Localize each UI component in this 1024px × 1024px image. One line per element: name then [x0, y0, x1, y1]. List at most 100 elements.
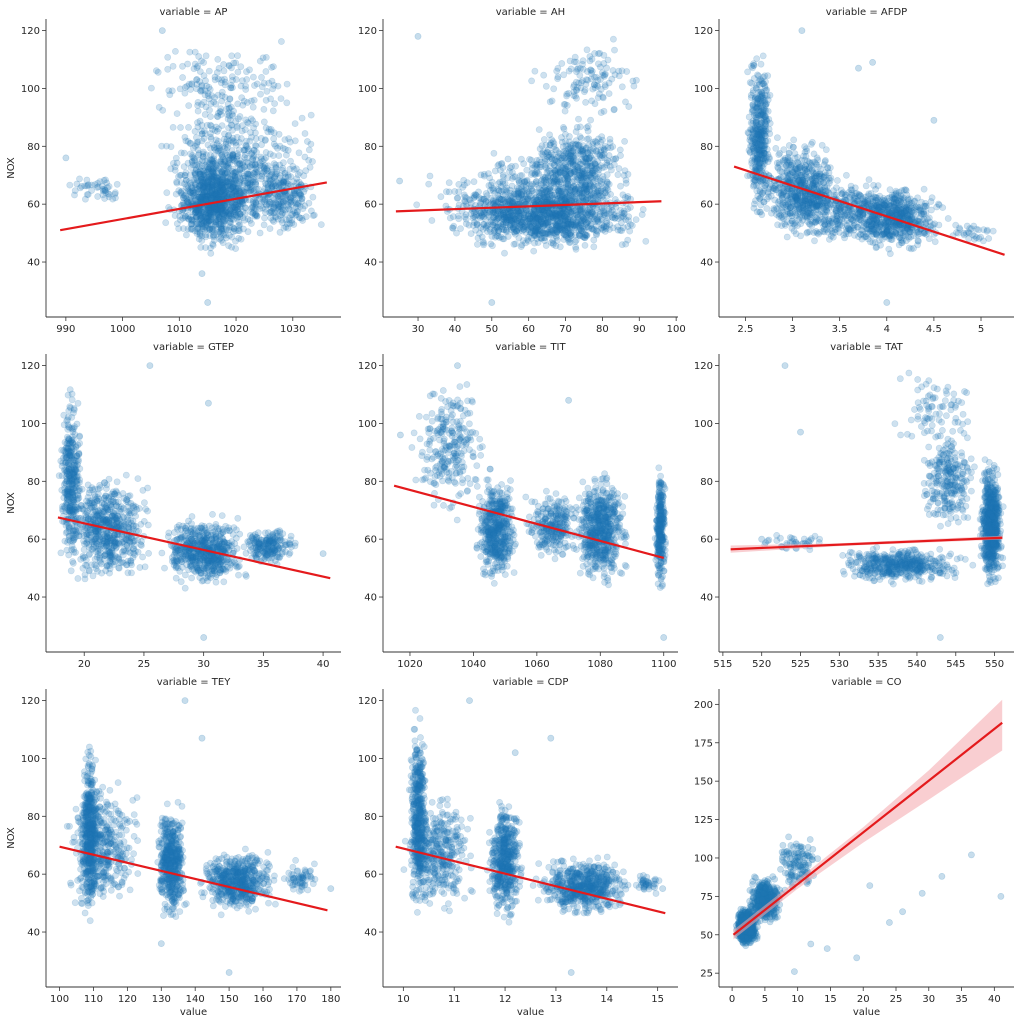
scatter-point: [218, 225, 226, 233]
scatter-point: [109, 195, 117, 203]
scatter-point: [234, 203, 242, 210]
scatter-point: [197, 173, 205, 181]
scatter-point: [193, 207, 200, 215]
scatter-point: [208, 215, 216, 223]
scatter-point: [451, 188, 459, 195]
scatter-point: [181, 172, 189, 179]
x-tick-label: 70: [559, 324, 572, 335]
scatter-point: [759, 189, 767, 197]
scatter-point: [227, 185, 235, 193]
scatter-point: [247, 220, 255, 227]
scatter-point: [209, 225, 216, 233]
scatter-point: [583, 135, 591, 143]
scatter-point: [187, 226, 195, 233]
x-tick-label: 60: [522, 324, 535, 335]
scatter-point: [776, 183, 784, 191]
scatter-point: [219, 184, 227, 192]
scatter-point: [211, 94, 219, 101]
scatter-point: [198, 220, 206, 228]
scatter-point: [212, 193, 220, 200]
scatter-point: [184, 199, 192, 207]
scatter-point: [199, 179, 206, 187]
scatter-point: [159, 106, 167, 114]
scatter-point: [205, 195, 213, 203]
scatter-point: [232, 201, 240, 209]
scatter-point: [204, 178, 211, 186]
scatter-point: [194, 225, 202, 232]
scatter-point: [194, 220, 201, 227]
scatter-point: [271, 100, 278, 107]
scatter-point: [560, 148, 567, 155]
scatter-point: [197, 220, 205, 228]
scatter-point: [203, 210, 211, 217]
scatter-point: [191, 127, 199, 135]
scatter-point: [753, 158, 760, 165]
scatter-point: [621, 137, 628, 145]
scatter-point: [181, 214, 189, 222]
scatter-point: [223, 212, 231, 220]
scatter-point: [190, 176, 198, 184]
scatter-point: [198, 195, 206, 203]
scatter-point: [207, 168, 215, 176]
scatter-points: [396, 33, 650, 306]
scatter-point: [748, 62, 755, 70]
scatter-point: [203, 192, 211, 200]
scatter-point: [225, 242, 232, 250]
x-tick-label: 1010: [167, 324, 192, 335]
scatter-point: [214, 204, 222, 212]
scatter-point: [584, 209, 592, 216]
scatter-point: [195, 182, 203, 190]
scatter-point: [195, 220, 203, 228]
scatter-point: [226, 185, 234, 193]
scatter-point: [491, 233, 499, 241]
scatter-point: [589, 138, 597, 146]
scatter-point: [213, 176, 220, 184]
scatter-point: [226, 175, 234, 182]
scatter-point: [201, 161, 209, 169]
scatter-point: [437, 193, 445, 201]
scatter-point: [200, 205, 208, 213]
scatter-point: [224, 179, 232, 186]
scatter-point: [220, 218, 228, 226]
scatter-point: [217, 223, 225, 231]
scatter-point: [586, 57, 594, 65]
scatter-point: [229, 151, 237, 159]
scatter-point: [214, 188, 221, 196]
scatter-point: [198, 232, 206, 240]
scatter-point: [197, 212, 205, 220]
scatter-point: [208, 180, 216, 188]
scatter-point: [260, 106, 268, 113]
scatter-point: [173, 159, 181, 167]
scatter-point: [756, 81, 763, 88]
scatter-point: [182, 176, 190, 184]
scatter-point: [213, 190, 221, 198]
scatter-point: [227, 219, 234, 226]
x-tick-label: 30: [412, 324, 425, 335]
scatter-point: [212, 190, 220, 197]
scatter-point: [260, 221, 268, 229]
scatter-point: [201, 184, 209, 192]
scatter-point: [263, 88, 271, 95]
scatter-point: [547, 139, 555, 147]
scatter-point: [207, 221, 215, 229]
scatter-point: [593, 231, 600, 239]
scatter-point: [214, 56, 222, 63]
scatter-point: [192, 215, 199, 222]
scatter-point: [215, 177, 223, 184]
scatter-point: [180, 163, 188, 170]
scatter-point: [222, 169, 229, 177]
scatter-point: [583, 46, 591, 54]
scatter-point: [205, 177, 212, 185]
scatter-point: [197, 194, 204, 202]
y-tick-label: 120: [358, 26, 377, 37]
scatter-point: [226, 182, 233, 190]
scatter-point: [228, 110, 236, 118]
scatter-point: [205, 164, 213, 171]
scatter-point: [214, 75, 222, 83]
scatter-point: [198, 207, 205, 215]
scatter-point: [216, 213, 224, 221]
scatter-point: [597, 109, 605, 116]
scatter-point: [565, 229, 573, 237]
scatter-point: [624, 223, 632, 230]
scatter-point: [597, 76, 604, 83]
